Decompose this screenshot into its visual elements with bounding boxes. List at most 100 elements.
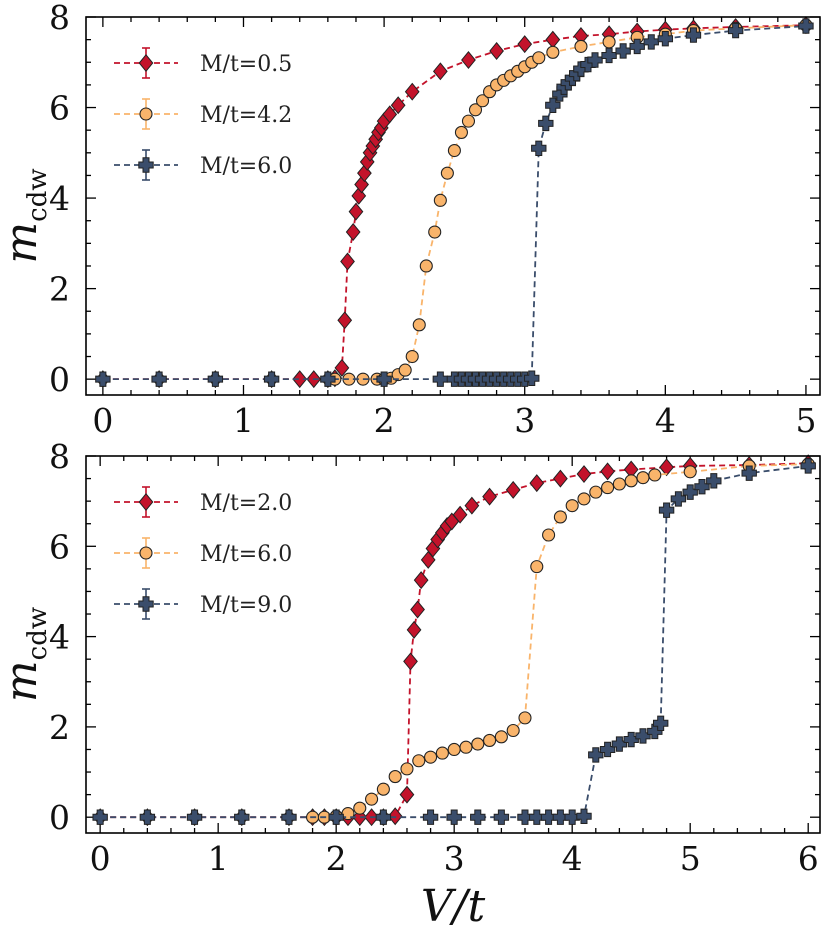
data-point [685,27,702,43]
axis-ticks [86,455,820,833]
data-point [405,349,419,364]
series-line [102,24,806,381]
data-point [419,259,433,273]
data-point [545,30,561,49]
data-point [494,730,508,744]
data-point [234,809,250,825]
data-point [95,371,111,387]
data-point [424,750,438,764]
data-point [670,491,687,507]
data-point [410,600,425,619]
legend-label: M/t=0.5 [200,52,292,77]
data-point [348,202,364,221]
data-point [564,809,580,825]
data-point [577,492,591,506]
y-tick-label: 4 [49,618,70,657]
data-point [506,723,520,738]
legend-item: M/t=0.5 [114,47,292,79]
x-tick-label: 4 [562,839,583,878]
x-tick-label: 0 [90,839,111,878]
data-point [399,785,415,804]
y-tick-label: 6 [49,89,70,128]
legend-item: M/t=6.0 [114,149,292,181]
data-point [489,41,504,60]
legend-item: M/t=2.0 [114,486,292,518]
data-point [682,484,698,500]
data-point [629,38,645,55]
data-point [320,371,336,387]
data-point [452,505,468,524]
data-point [540,809,557,825]
plot-frame [85,16,821,396]
data-point [139,809,156,825]
data-point [602,35,616,49]
y-axis-label-main: m [0,222,47,264]
data-point [337,311,353,330]
data-point [529,474,545,493]
data-point [529,809,545,825]
x-tick-label: 3 [444,839,465,878]
data-point [553,510,567,524]
data-point [470,809,486,825]
x-tick-label: 5 [795,401,816,440]
plot-frame [85,455,821,834]
data-point [574,39,588,53]
data-point [623,731,639,748]
data-point [459,740,473,754]
data-point [531,140,547,156]
data-point [643,34,659,50]
data-point [354,175,369,194]
series-M/t=9.0 [92,458,816,825]
data-point [601,47,617,64]
y-tick-label: 8 [49,0,70,37]
data-point [659,458,674,477]
legend-marker [138,493,154,511]
legend-marker [138,157,154,173]
legend-label: M/t=9.0 [200,593,292,618]
data-point [353,801,367,815]
data-point [390,96,406,115]
data-point [565,499,579,513]
data-point [375,809,392,825]
data-point [648,468,662,482]
data-point [400,762,414,776]
data-point [281,809,297,825]
series-M/t=6.0 [95,18,814,387]
data-point [328,809,344,825]
data-point [741,465,757,481]
data-point [186,809,203,825]
data-point [334,358,350,377]
y-tick-label: 8 [49,437,70,476]
data-point [800,458,816,474]
data-point [292,370,308,389]
data-point [345,223,361,242]
data-point [454,125,468,139]
data-point [600,462,615,481]
x-tick-label: 0 [92,401,113,440]
top-panel: 0 1 2 3 4 5 0 2 4 6 8 mcdw M/t=0.5 M/t=4.2 M/t=6.0 [0,0,821,440]
data-point [546,45,560,59]
legend-item: M/t=4.2 [114,98,292,130]
x-tick-label: 1 [208,839,229,878]
legend-label: M/t=6.0 [200,542,292,567]
legend-item: M/t=6.0 [114,537,292,569]
data-point [524,370,540,386]
data-point [475,94,490,108]
data-point [352,808,368,827]
data-point [406,620,422,639]
y-axis-label: mcdw [0,168,53,263]
data-point [493,809,510,825]
y-axis-label: mcdw [0,607,53,702]
data-point [446,809,462,825]
data-point [798,18,814,34]
legend-marker [139,107,153,121]
x-tick-label: 3 [514,401,535,440]
data-point [435,746,449,760]
legend-label: M/t=4.2 [200,103,292,128]
data-point [612,477,626,491]
data-point [599,741,616,758]
data-point [432,371,449,387]
series-line [102,25,806,381]
x-tick-label: 5 [680,839,701,878]
